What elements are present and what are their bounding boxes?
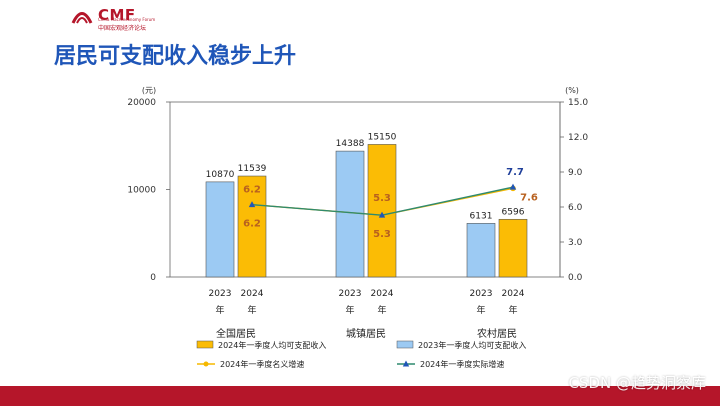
- footer-bar: [0, 386, 720, 406]
- legend-label-2024: 2024年一季度人均可支配收入: [218, 340, 326, 350]
- logo-subtitle: 中国宏观经济论坛: [98, 25, 147, 32]
- y2-tick-label: 15.0: [568, 98, 588, 108]
- y2-tick-label: 3.0: [568, 238, 583, 248]
- logo-text: CMF: [98, 6, 136, 24]
- x-year-suffix: 年: [476, 304, 485, 316]
- logo-subtitle-en: China Macroeconomy Forum: [98, 17, 156, 22]
- cmf-logo-icon: [71, 12, 93, 24]
- bar-2023-0: [205, 181, 235, 278]
- y2-tick-label: 0.0: [568, 273, 583, 283]
- legend-swatch-2023: [396, 340, 414, 349]
- legend-marker-nominal: [203, 361, 209, 367]
- line-value-label: 5.3: [373, 229, 391, 240]
- x-year-label: 2024: [241, 289, 264, 299]
- bar-2024-1: [367, 144, 397, 278]
- x-year-suffix: 年: [508, 304, 517, 316]
- real-point: [378, 211, 386, 218]
- y2-tick-label: 6.0: [568, 203, 583, 213]
- y2-tick-label: 12.0: [568, 133, 588, 143]
- x-year-label: 2023: [209, 289, 232, 299]
- line-value-label: 7.6: [520, 192, 538, 203]
- page-title: 居民可支配收入稳步上升: [54, 44, 297, 69]
- bar-2023-2: [466, 223, 496, 278]
- x-year-suffix: 年: [215, 304, 224, 316]
- x-category-label: 农村居民: [477, 327, 517, 340]
- real-point: [248, 201, 256, 208]
- real-point: [509, 183, 517, 190]
- y-tick-label: 10000: [127, 186, 156, 196]
- x-year-suffix: 年: [247, 304, 256, 316]
- line-value-label: 6.2: [243, 185, 261, 196]
- right-axis-unit: (%): [565, 86, 579, 95]
- line-value-label: 7.7: [506, 167, 524, 178]
- cmf-logo: CMF China Macroeconomy Forum 中国宏观经济论坛: [70, 6, 180, 32]
- y2-tick-label: 9.0: [568, 168, 583, 178]
- income-chart: (元) (%) 20000 10000 0 15.0 12.0 9.0 6.0 3.0 0.0…: [127, 86, 588, 369]
- legend-swatch-2024: [196, 340, 214, 349]
- bar-value-label: 10870: [206, 170, 235, 180]
- x-year-label: 2023: [470, 289, 493, 299]
- legend-label-2023: 2023年一季度人均可支配收入: [418, 340, 526, 350]
- x-year-suffix: 年: [345, 304, 354, 316]
- bar-value-label: 6131: [470, 211, 493, 221]
- line-value-label: 6.2: [243, 219, 261, 230]
- watermark: CSDN @趋势洞察库: [568, 374, 706, 392]
- legend-label-real: 2024年一季度实际增速: [420, 359, 504, 369]
- x-year-suffix: 年: [377, 304, 386, 316]
- line-value-label: 5.3: [373, 193, 391, 204]
- bar-value-label: 11539: [238, 164, 267, 174]
- legend-marker-real: [402, 360, 410, 367]
- x-year-label: 2023: [339, 289, 362, 299]
- left-axis-unit: (元): [142, 86, 156, 95]
- bar-value-label: 14388: [336, 139, 365, 149]
- x-category-label: 全国居民: [216, 327, 256, 340]
- x-year-label: 2024: [371, 289, 394, 299]
- bar-2024-0: [237, 175, 267, 278]
- bar-value-label: 6596: [502, 207, 525, 217]
- x-category-label: 城镇居民: [346, 327, 386, 340]
- bar-2024-2: [498, 218, 528, 278]
- bar-value-label: 15150: [368, 132, 397, 142]
- bar-2023-1: [335, 150, 365, 278]
- y-tick-label: 20000: [127, 98, 156, 108]
- x-year-label: 2024: [502, 289, 525, 299]
- legend-label-nominal: 2024年一季度名义增速: [220, 359, 304, 369]
- y-tick-label: 0: [150, 273, 156, 283]
